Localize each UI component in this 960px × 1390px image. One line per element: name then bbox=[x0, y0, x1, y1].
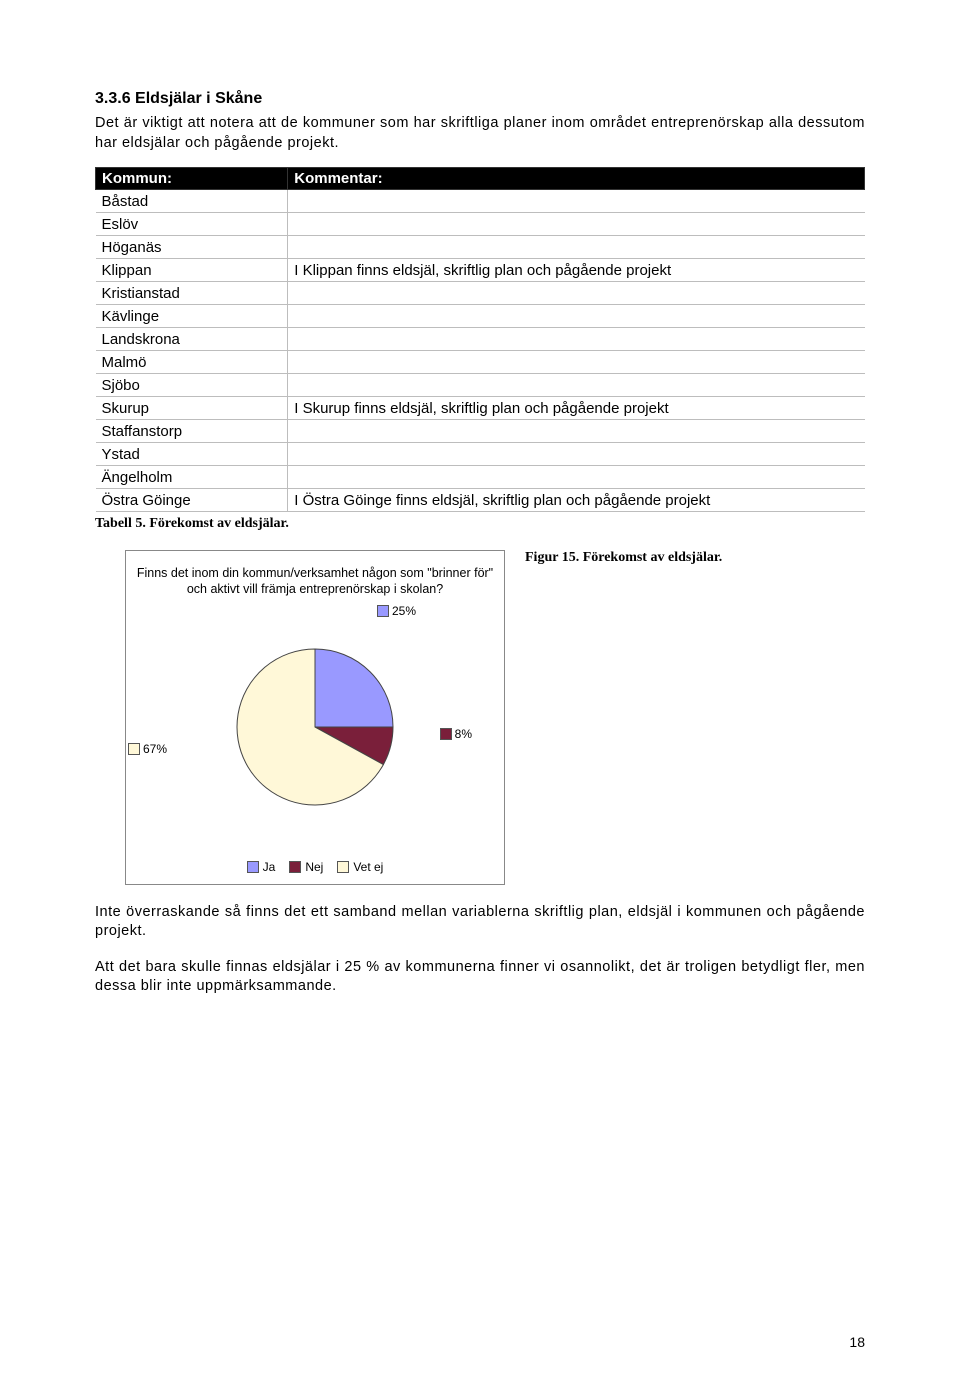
table-row: Höganäs bbox=[96, 236, 865, 259]
table-row: KlippanI Klippan finns eldsjäl, skriftli… bbox=[96, 259, 865, 282]
table-row: Sjöbo bbox=[96, 374, 865, 397]
figure-caption: Figur 15. Förekomst av eldsjälar. bbox=[525, 550, 865, 566]
table-row: Östra GöingeI Östra Göinge finns eldsjäl… bbox=[96, 489, 865, 512]
cell-kommun: Eslöv bbox=[96, 213, 288, 236]
cell-kommun: Malmö bbox=[96, 351, 288, 374]
cell-kommun: Klippan bbox=[96, 259, 288, 282]
body-para-1: Inte överraskande så finns det ett samba… bbox=[95, 903, 865, 942]
chart-box: Finns det inom din kommun/verksamhet någ… bbox=[125, 550, 505, 885]
table-row: Ystad bbox=[96, 443, 865, 466]
callout-nej: 8% bbox=[440, 727, 472, 741]
callout-ja: 25% bbox=[377, 604, 416, 618]
callout-top-label: 25% bbox=[392, 604, 416, 618]
table-row: Eslöv bbox=[96, 213, 865, 236]
cell-kommun: Staffanstorp bbox=[96, 420, 288, 443]
chart-legend: Ja Nej Vet ej bbox=[136, 860, 494, 874]
table-row: Landskrona bbox=[96, 328, 865, 351]
cell-kommentar bbox=[288, 236, 865, 259]
cell-kommun: Ängelholm bbox=[96, 466, 288, 489]
table-row: Ängelholm bbox=[96, 466, 865, 489]
cell-kommentar bbox=[288, 351, 865, 374]
table-row: Kristianstad bbox=[96, 282, 865, 305]
cell-kommentar bbox=[288, 420, 865, 443]
cell-kommun: Kävlinge bbox=[96, 305, 288, 328]
cell-kommun: Kristianstad bbox=[96, 282, 288, 305]
cell-kommun: Sjöbo bbox=[96, 374, 288, 397]
table-row: Malmö bbox=[96, 351, 865, 374]
page: 3.3.6 Eldsjälar i Skåne Det är viktigt a… bbox=[0, 0, 960, 1390]
kommun-table: Kommun: Kommentar: BåstadEslövHöganäsKli… bbox=[95, 167, 865, 512]
pie-chart bbox=[225, 637, 405, 817]
table-header-kommun: Kommun: bbox=[96, 168, 288, 190]
page-number: 18 bbox=[849, 1334, 865, 1350]
cell-kommun: Ystad bbox=[96, 443, 288, 466]
cell-kommentar bbox=[288, 305, 865, 328]
cell-kommun: Landskrona bbox=[96, 328, 288, 351]
cell-kommentar bbox=[288, 374, 865, 397]
cell-kommentar bbox=[288, 213, 865, 236]
table-header-kommentar: Kommentar: bbox=[288, 168, 865, 190]
callout-left-label: 67% bbox=[143, 742, 167, 756]
cell-kommentar bbox=[288, 466, 865, 489]
cell-kommun: Östra Göinge bbox=[96, 489, 288, 512]
section-heading: 3.3.6 Eldsjälar i Skåne bbox=[95, 90, 865, 108]
pie-area: 67% 25% 8% bbox=[136, 622, 494, 832]
legend-nej: Nej bbox=[305, 860, 323, 874]
intro-paragraph: Det är viktigt att notera att de kommune… bbox=[95, 114, 865, 153]
cell-kommentar bbox=[288, 190, 865, 213]
cell-kommentar bbox=[288, 328, 865, 351]
cell-kommun: Höganäs bbox=[96, 236, 288, 259]
cell-kommun: Båstad bbox=[96, 190, 288, 213]
table-row: SkurupI Skurup finns eldsjäl, skriftlig … bbox=[96, 397, 865, 420]
cell-kommun: Skurup bbox=[96, 397, 288, 420]
cell-kommentar: I Klippan finns eldsjäl, skriftlig plan … bbox=[288, 259, 865, 282]
chart-row: Finns det inom din kommun/verksamhet någ… bbox=[95, 550, 865, 885]
chart-title: Finns det inom din kommun/verksamhet någ… bbox=[136, 565, 494, 598]
cell-kommentar: I Östra Göinge finns eldsjäl, skriftlig … bbox=[288, 489, 865, 512]
body-para-2: Att det bara skulle finnas eldsjälar i 2… bbox=[95, 958, 865, 997]
table-caption: Tabell 5. Förekomst av eldsjälar. bbox=[95, 516, 865, 532]
legend-vetej: Vet ej bbox=[353, 860, 383, 874]
table-row: Båstad bbox=[96, 190, 865, 213]
cell-kommentar bbox=[288, 443, 865, 466]
table-row: Staffanstorp bbox=[96, 420, 865, 443]
table-row: Kävlinge bbox=[96, 305, 865, 328]
legend-ja: Ja bbox=[263, 860, 276, 874]
callout-right-label: 8% bbox=[455, 727, 472, 741]
cell-kommentar: I Skurup finns eldsjäl, skriftlig plan o… bbox=[288, 397, 865, 420]
callout-vet-ej: 67% bbox=[128, 742, 167, 756]
cell-kommentar bbox=[288, 282, 865, 305]
